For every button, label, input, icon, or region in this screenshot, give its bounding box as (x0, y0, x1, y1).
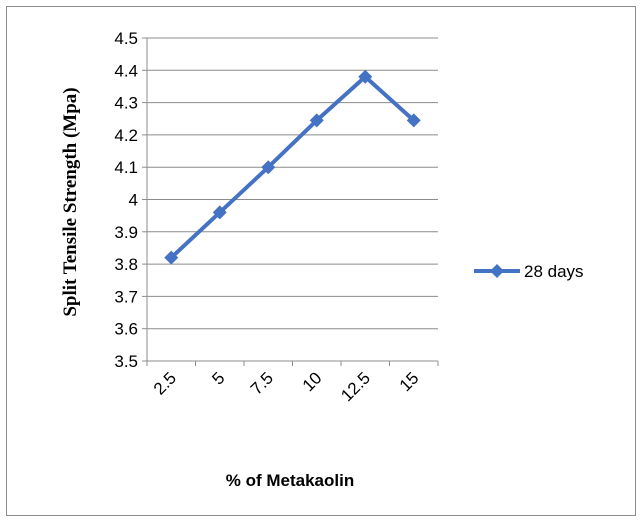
y-tick-label: 3.8 (114, 255, 138, 274)
x-tick-label: 12.5 (337, 368, 374, 405)
data-point (309, 113, 324, 128)
y-tick-label: 4.5 (114, 29, 138, 48)
y-tick-label: 3.6 (114, 320, 138, 339)
data-point (164, 250, 179, 265)
y-tick-label: 4.4 (114, 61, 138, 80)
y-tick-label: 4 (129, 191, 138, 210)
y-tick-labels: 3.5 3.6 3.7 3.8 3.9 4 4.1 4.2 4.3 4.4 4.5 (114, 29, 138, 371)
y-axis-title: Split Tensile Strength (Mpa) (60, 87, 81, 316)
y-tick-label: 4.2 (114, 126, 138, 145)
y-tick-label: 3.5 (114, 352, 138, 371)
data-point (406, 113, 421, 128)
axes (142, 37, 439, 366)
legend-label: 28 days (524, 262, 584, 281)
gridlines (147, 37, 438, 362)
x-tick-labels: 2.5 5 7.5 10 12.5 15 (150, 368, 423, 405)
y-tick-label: 3.7 (114, 287, 138, 306)
y-tick-label: 3.9 (114, 223, 138, 242)
y-tick-label: 4.3 (114, 94, 138, 113)
data-point (212, 205, 227, 220)
data-point (358, 69, 373, 84)
x-tick-label: 2.5 (150, 368, 180, 398)
x-tick-label: 15 (396, 368, 423, 395)
legend-marker-diamond (490, 264, 504, 278)
legend: 28 days (474, 262, 584, 281)
x-tick-label: 10 (299, 368, 326, 395)
x-axis-title: % of Metakaolin (226, 471, 354, 490)
y-tick-label: 4.1 (114, 158, 138, 177)
chart-area (6, 6, 636, 516)
series-28-days (164, 69, 421, 265)
x-tick-label: 5 (208, 368, 228, 388)
series-line (169, 74, 416, 260)
data-point (261, 160, 276, 175)
x-tick-label: 7.5 (247, 368, 277, 398)
